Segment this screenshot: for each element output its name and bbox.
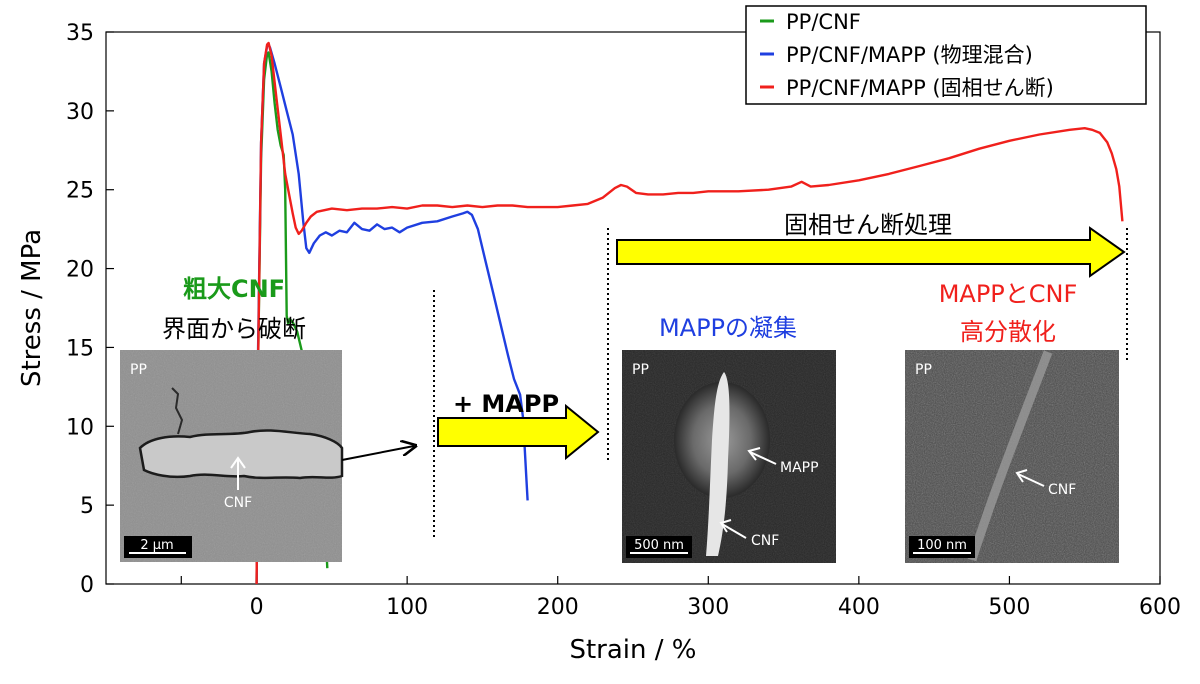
left-title-line1: 粗大CNF	[183, 275, 285, 303]
legend-label-pp-cnf: PP/CNF	[786, 10, 861, 34]
yellow-arrow-solid-shear	[616, 226, 1126, 278]
y-tick-label: 25	[66, 179, 94, 204]
sem-right-pp-label: PP	[915, 362, 932, 378]
sem-middle-cnf-label: CNF	[751, 533, 779, 549]
middle-title: MAPPの凝集	[659, 314, 797, 342]
y-tick-label: 20	[66, 258, 94, 283]
right-title-line2: 高分散化	[960, 318, 1056, 346]
arrow-icon	[719, 519, 732, 533]
y-axis-label: Stress / MPa	[17, 229, 47, 387]
sem-middle-scalebar-label: 500 nm	[634, 538, 684, 553]
sem-image-left: PP CNF 2 μm	[120, 350, 344, 562]
legend-label-solid-shear: PP/CNF/MAPP (固相せん断)	[786, 76, 1054, 100]
sem-left-cnf-label: CNF	[224, 495, 252, 511]
sem-left-pp-label: PP	[130, 362, 147, 378]
sem-left-scalebar-label: 2 μm	[140, 538, 173, 553]
legend-label-physical: PP/CNF/MAPP (物理混合)	[786, 43, 1033, 67]
x-tick-label: 0	[250, 595, 264, 620]
x-tick-label: 600	[1139, 595, 1181, 620]
pointer-arrow	[341, 446, 414, 461]
y-tick-label: 0	[80, 573, 94, 598]
cnf-fracture-cavity	[138, 429, 344, 480]
arrow-icon	[230, 456, 246, 469]
x-axis-ticks: 0 100 200 300 400 500 600	[180, 576, 1181, 620]
sem-image-middle: PP MAPP CNF 500 nm	[622, 350, 836, 563]
plus-mapp-label: + MAPP	[453, 390, 559, 418]
x-tick-label: 500	[988, 595, 1030, 620]
x-axis-label: Strain / %	[569, 635, 696, 665]
series-line-pp-cnf-mapp-solid-shear	[255, 41, 1124, 585]
x-tick-label: 200	[537, 595, 579, 620]
y-tick-label: 5	[80, 494, 94, 519]
arrow-icon	[747, 447, 761, 461]
y-axis-ticks: 0 5 10 15 20 25 30 35	[66, 21, 114, 598]
cnf-fiber	[967, 350, 1053, 562]
series-line-pp-cnf-mapp-physical	[255, 43, 529, 585]
cnf-fiber	[706, 372, 730, 556]
sem-middle-pp-label: PP	[632, 362, 649, 378]
legend: PP/CNF PP/CNF/MAPP (物理混合) PP/CNF/MAPP (固…	[745, 5, 1147, 105]
y-tick-label: 15	[66, 336, 94, 361]
y-tick-label: 10	[66, 415, 94, 440]
sem-middle-mapp-label: MAPP	[780, 460, 819, 476]
arrow-icon	[1015, 469, 1028, 483]
sem-right-scalebar-label: 100 nm	[917, 538, 967, 553]
sem-image-right: PP CNF 100 nm	[905, 350, 1119, 563]
x-tick-label: 300	[687, 595, 729, 620]
x-tick-label: 400	[838, 595, 880, 620]
y-tick-label: 35	[66, 21, 94, 46]
yellow-arrow-mapp	[437, 403, 600, 461]
solid-shear-label: 固相せん断処理	[784, 211, 952, 239]
left-title-line2: 界面から破断	[162, 315, 306, 343]
right-title-line1: MAPPとCNF	[939, 280, 1078, 308]
x-tick-label: 100	[386, 595, 428, 620]
sem-right-cnf-label: CNF	[1048, 482, 1076, 498]
y-tick-label: 30	[66, 100, 94, 125]
